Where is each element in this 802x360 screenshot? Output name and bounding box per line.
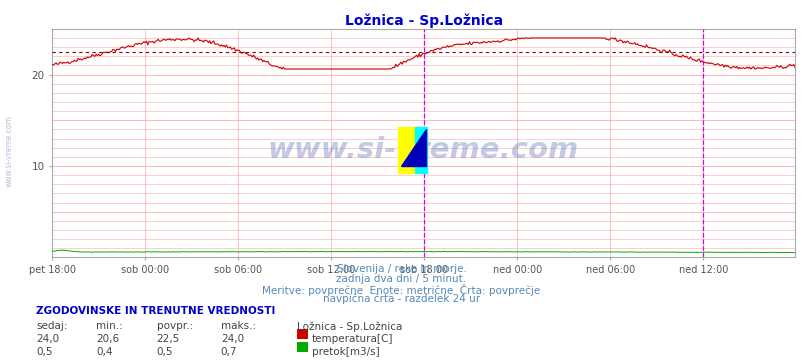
Text: Slovenija / reke in morje.: Slovenija / reke in morje. bbox=[336, 264, 466, 274]
Text: 20,6: 20,6 bbox=[96, 334, 119, 344]
Text: 0,5: 0,5 bbox=[156, 347, 173, 357]
Text: Meritve: povprečne  Enote: metrične  Črta: povprečje: Meritve: povprečne Enote: metrične Črta:… bbox=[262, 284, 540, 296]
Text: navpična črta - razdelek 24 ur: navpična črta - razdelek 24 ur bbox=[322, 293, 480, 303]
Text: povpr.:: povpr.: bbox=[156, 321, 192, 331]
Text: ZGODOVINSKE IN TRENUTNE VREDNOSTI: ZGODOVINSKE IN TRENUTNE VREDNOSTI bbox=[36, 306, 275, 316]
Text: 0,4: 0,4 bbox=[96, 347, 113, 357]
Text: 22,5: 22,5 bbox=[156, 334, 180, 344]
Text: pretok[m3/s]: pretok[m3/s] bbox=[311, 347, 379, 357]
Text: min.:: min.: bbox=[96, 321, 123, 331]
Text: zadnja dva dni / 5 minut.: zadnja dva dni / 5 minut. bbox=[336, 274, 466, 284]
Text: 24,0: 24,0 bbox=[221, 334, 244, 344]
Text: temperatura[C]: temperatura[C] bbox=[311, 334, 392, 344]
Text: 24,0: 24,0 bbox=[36, 334, 59, 344]
Polygon shape bbox=[400, 129, 426, 166]
Text: maks.:: maks.: bbox=[221, 321, 256, 331]
Bar bbox=[398, 127, 414, 173]
Text: 0,7: 0,7 bbox=[221, 347, 237, 357]
Text: 0,5: 0,5 bbox=[36, 347, 53, 357]
Title: Ložnica - Sp.Ložnica: Ložnica - Sp.Ložnica bbox=[344, 13, 502, 28]
Text: www.si-vreme.com: www.si-vreme.com bbox=[268, 136, 578, 164]
Text: Ložnica - Sp.Ložnica: Ložnica - Sp.Ložnica bbox=[297, 321, 402, 332]
Bar bbox=[414, 127, 427, 173]
Text: www.si-vreme.com: www.si-vreme.com bbox=[5, 115, 14, 187]
Text: sedaj:: sedaj: bbox=[36, 321, 67, 331]
